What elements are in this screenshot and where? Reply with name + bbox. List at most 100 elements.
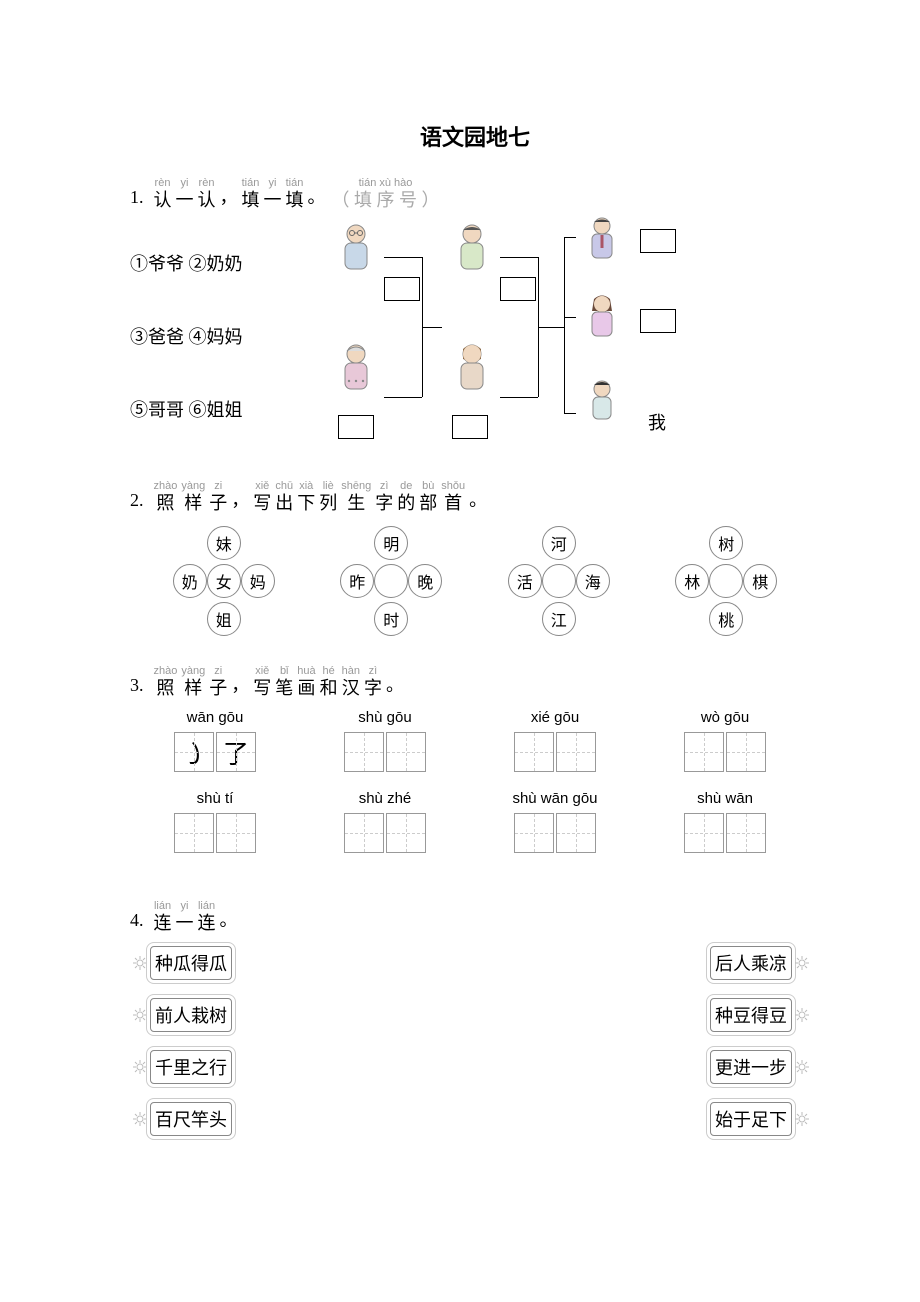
hanzi: 。 — [386, 676, 404, 694]
tianzige-box[interactable] — [344, 732, 384, 772]
hanzi: 首 — [444, 494, 462, 512]
hanzi: 画 — [297, 679, 315, 697]
knot-icon — [130, 1057, 150, 1077]
tianzige-box[interactable] — [684, 813, 724, 853]
tianzige-box[interactable] — [216, 813, 256, 853]
knot-icon — [130, 1005, 150, 1025]
stroke-pinyin: shù gōu — [300, 709, 470, 726]
tianzige-box[interactable] — [684, 732, 724, 772]
answer-box[interactable] — [500, 277, 536, 301]
family-tree: 我 — [300, 221, 820, 451]
ruby-char: xiě 写 — [253, 481, 271, 512]
tianzige-box[interactable] — [514, 813, 554, 853]
ruby-char: ， — [231, 674, 249, 694]
phrase-left[interactable]: 种瓜得瓜 — [130, 946, 232, 980]
radical-flower: 树 林 棋 桃 — [661, 526, 791, 636]
ruby-char: bǐ 笔 — [275, 666, 293, 697]
ruby-char: huà 画 — [297, 666, 315, 697]
hanzi: 一 — [176, 191, 194, 209]
petal-char: 奶 — [173, 564, 207, 598]
stroke-pinyin: xié gōu — [470, 709, 640, 726]
phrase-text: 始于足下 — [710, 1102, 792, 1136]
ruby-char: tián 填 — [242, 178, 260, 209]
hanzi: 笔 — [275, 679, 293, 697]
phrase-right[interactable]: 更进一步 — [710, 1050, 812, 1084]
hanzi: 样 — [184, 494, 202, 512]
tianzige-box[interactable] — [344, 813, 384, 853]
sister-icon — [580, 291, 624, 343]
stroke-item: shù tí — [130, 790, 300, 853]
ruby-char: liè 列 — [319, 481, 337, 512]
ruby-char: xiě 写 — [253, 666, 271, 697]
tianzige-box[interactable] — [386, 813, 426, 853]
tianzige-box[interactable] — [174, 813, 214, 853]
ruby-char: yi 一 — [176, 901, 194, 932]
pinyin: yàng — [181, 481, 205, 492]
q1-label-row: ①爷爷 ②奶奶 — [130, 250, 300, 276]
question-1: 1. rèn 认 yi 一 rèn 认 ， tián 填 yi 一 tián 填 — [130, 170, 820, 451]
phrase-right[interactable]: 后人乘凉 — [710, 946, 812, 980]
dad-icon — [450, 221, 494, 273]
pinyin: hé — [322, 666, 334, 677]
phrase-left[interactable]: 百尺竿头 — [130, 1102, 232, 1136]
q1-hint: （ 填 序 号 ） — [332, 191, 440, 209]
radical-flower: 河 活 海 江 — [494, 526, 624, 636]
tianzige-box[interactable] — [726, 732, 766, 772]
pinyin: liè — [323, 481, 334, 492]
tianzige-box[interactable] — [386, 732, 426, 772]
hanzi: 连 — [154, 914, 172, 932]
ruby-char: yi 一 — [264, 178, 282, 209]
question-2: 2. zhào 照 yàng 样 zi 子 ， xiě 写 chū 出 xià … — [130, 473, 820, 636]
phrase-text: 千里之行 — [150, 1050, 232, 1084]
stroke-pinyin: shù wān — [640, 790, 810, 807]
ruby-char: yàng 样 — [181, 666, 205, 697]
brother-icon — [580, 213, 624, 265]
tianzige-box[interactable]: ㇁ — [174, 732, 214, 772]
tianzige-box[interactable]: 了 — [216, 732, 256, 772]
tianzige-box[interactable] — [514, 732, 554, 772]
flower-center[interactable] — [542, 564, 576, 598]
phrase-text: 后人乘凉 — [710, 946, 792, 980]
hanzi: 填 — [286, 191, 304, 209]
phrase-right[interactable]: 种豆得豆 — [710, 998, 812, 1032]
petal-char: 树 — [709, 526, 743, 560]
pinyin: xià — [299, 481, 313, 492]
answer-box[interactable] — [452, 415, 488, 439]
ruby-char: hé 和 — [320, 666, 338, 697]
answer-box[interactable] — [338, 415, 374, 439]
ruby-char: 。 — [308, 186, 326, 206]
answer-box[interactable] — [384, 277, 420, 301]
tianzige-box[interactable] — [556, 732, 596, 772]
phrase-right[interactable]: 始于足下 — [710, 1102, 812, 1136]
hanzi: 连 — [198, 914, 216, 932]
pinyin: yi — [181, 178, 189, 189]
q3-number: 3. — [130, 675, 144, 697]
petal-char: 棋 — [743, 564, 777, 598]
q1-label-row: ③爸爸 ④妈妈 — [130, 323, 300, 349]
phrase-left[interactable]: 前人栽树 — [130, 998, 232, 1032]
ruby-char: lián 连 — [198, 901, 216, 932]
question-4: 4. lián 连 yi 一 lián 连 。 种瓜得瓜 前人栽树 千里之行 — [130, 893, 820, 1136]
hanzi: 和 — [320, 679, 338, 697]
q3-header: 3. zhào 照 yàng 样 zi 子 ， xiě 写 bǐ 笔 huà 画… — [130, 658, 820, 697]
hanzi: 照 — [156, 494, 174, 512]
answer-box[interactable] — [640, 309, 676, 333]
tianzige-box[interactable] — [556, 813, 596, 853]
ruby-char: bù 部 — [419, 481, 437, 512]
tianzige-box[interactable] — [726, 813, 766, 853]
ruby-char: tián 填 — [286, 178, 304, 209]
hanzi: 写 — [253, 679, 271, 697]
ruby-char: zhào 照 — [154, 666, 178, 697]
pinyin: lián — [198, 901, 215, 912]
hanzi: 照 — [156, 679, 174, 697]
pinyin: rèn — [155, 178, 171, 189]
flower-center[interactable] — [709, 564, 743, 598]
q2-header: 2. zhào 照 yàng 样 zi 子 ， xiě 写 chū 出 xià … — [130, 473, 820, 512]
phrase-left[interactable]: 千里之行 — [130, 1050, 232, 1084]
answer-box[interactable] — [640, 229, 676, 253]
hanzi: 下 — [297, 494, 315, 512]
hanzi: 。 — [220, 911, 238, 929]
ruby-char: de 的 — [397, 481, 415, 512]
flower-center[interactable]: 女 — [207, 564, 241, 598]
flower-center[interactable] — [374, 564, 408, 598]
